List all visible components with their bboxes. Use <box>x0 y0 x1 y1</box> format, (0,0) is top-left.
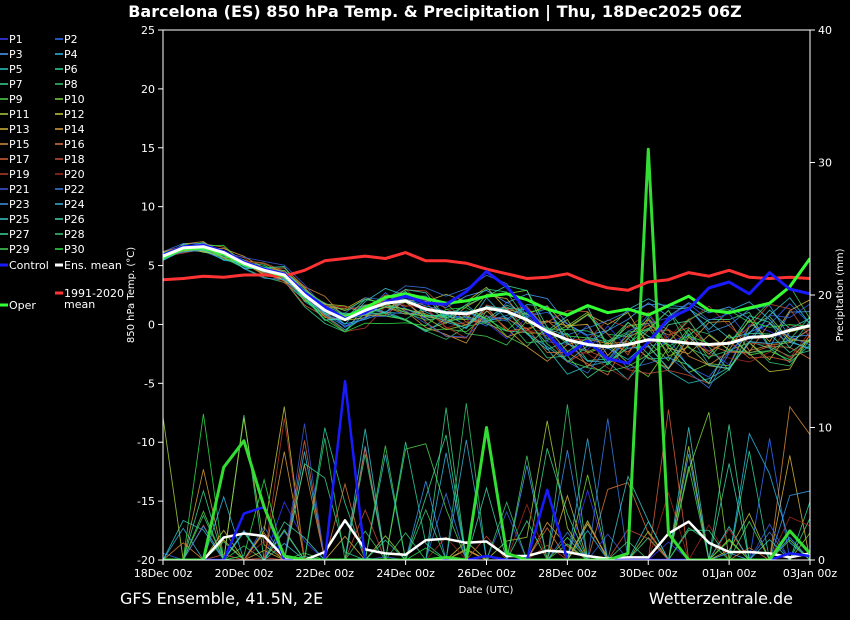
legend-label: P1 <box>9 33 23 46</box>
y-tick-label: -10 <box>137 436 155 449</box>
y2-tick-label: 10 <box>818 422 832 435</box>
legend-label: P24 <box>64 198 85 211</box>
member-precip-line <box>163 417 810 560</box>
legend-label: Control <box>9 259 49 272</box>
legend-label: P13 <box>9 123 30 136</box>
legend-label: P27 <box>9 228 30 241</box>
y-tick-label: 25 <box>141 24 155 37</box>
x-tick-label: 24Dec 00z <box>376 567 435 580</box>
legend-label: P25 <box>9 213 30 226</box>
y-tick-label: 20 <box>141 83 155 96</box>
y2-axis-label: Precipitation (mm) <box>835 248 846 341</box>
legend-label: P21 <box>9 183 30 196</box>
x-tick-label: 03Jan 00z <box>783 567 837 580</box>
member-precip-line <box>163 445 810 560</box>
legend-label: P26 <box>64 213 85 226</box>
legend-label: P11 <box>9 108 30 121</box>
y2-tick-label: 0 <box>818 554 825 567</box>
legend-label: P6 <box>64 63 78 76</box>
member-precip-line <box>163 508 810 560</box>
x-axis-label: Date (UTC) <box>459 585 514 596</box>
y-tick-label: 0 <box>148 318 155 331</box>
member-precip-line <box>163 427 810 560</box>
y-axis-label: 850 hPa Temp. (°C) <box>126 247 137 343</box>
legend-label: P28 <box>64 228 85 241</box>
y2-tick-label: 30 <box>818 157 832 170</box>
member-precip-line <box>163 412 810 560</box>
member-precip-line <box>163 413 810 560</box>
y-tick-label: 10 <box>141 201 155 214</box>
legend-label: P22 <box>64 183 85 196</box>
footer-model: GFS Ensemble, 41.5N, 2E <box>120 589 323 608</box>
x-tick-label: 28Dec 00z <box>538 567 597 580</box>
legend-label: P10 <box>64 93 85 106</box>
legend-label: P20 <box>64 168 85 181</box>
x-tick-label: 18Dec 00z <box>134 567 193 580</box>
legend-label: P3 <box>9 48 23 61</box>
member-precip-line <box>163 463 810 560</box>
ensemble-member-lines <box>163 241 810 560</box>
date-axis-ticks: 18Dec 00z 20Dec 00z 22Dec 00z 24Dec 00z 26De… <box>134 560 837 580</box>
member-precip-line <box>163 488 810 560</box>
footer-source: Wetterzentrale.de <box>649 589 793 608</box>
legend-label: Oper <box>9 299 36 312</box>
legend-label: P23 <box>9 198 30 211</box>
member-temp-line <box>163 241 810 357</box>
y-tick-label: 15 <box>141 142 155 155</box>
legend-label: P14 <box>64 123 85 136</box>
y-tick-label: 5 <box>148 260 155 273</box>
member-temp-line <box>163 245 810 378</box>
y2-tick-label: 20 <box>818 289 832 302</box>
y-tick-label: -15 <box>137 495 155 508</box>
ens-mean-precip-line <box>163 519 810 560</box>
x-tick-label: 30Dec 00z <box>619 567 678 580</box>
x-tick-label: 20Dec 00z <box>215 567 274 580</box>
legend-label: P18 <box>64 153 85 166</box>
legend-label: P30 <box>64 243 85 256</box>
legend-label: P8 <box>64 78 78 91</box>
x-tick-label: 26Dec 00z <box>457 567 516 580</box>
precipitation-axis-ticks: 40 30 20 10 0 <box>810 24 832 567</box>
legend-label: P15 <box>9 138 30 151</box>
member-precip-line <box>163 491 810 560</box>
legend-label: P7 <box>9 78 23 91</box>
oper-precip-line <box>163 147 810 560</box>
legend: P1 P2 P3 P4 P5 P6 P7 P8 P9 P10 P11 P12 P13 P14 P15 P16 P… <box>0 33 124 312</box>
chart-title: Barcelona (ES) 850 hPa Temp. & Precipita… <box>128 2 742 22</box>
legend-label: 1991-2020 <box>64 287 124 300</box>
member-temp-line <box>163 246 810 358</box>
legend-label: P12 <box>64 108 85 121</box>
legend-label: P19 <box>9 168 30 181</box>
member-temp-line <box>163 249 810 338</box>
legend-label: P5 <box>9 63 23 76</box>
y-tick-label: -5 <box>144 377 155 390</box>
legend-label: P9 <box>9 93 23 106</box>
member-precip-line <box>163 455 810 560</box>
y2-tick-label: 40 <box>818 24 832 37</box>
legend-label: P4 <box>64 48 78 61</box>
temperature-axis-ticks: 25 20 15 10 5 0 -5 -10 -15 -20 <box>137 24 163 567</box>
1991-2020-mean-line <box>163 251 810 292</box>
legend-label: mean <box>64 298 95 311</box>
member-precip-line <box>163 406 810 560</box>
member-precip-line <box>163 418 810 560</box>
ens-mean-line <box>163 245 810 349</box>
legend-label: P17 <box>9 153 30 166</box>
member-precip-line <box>163 438 810 560</box>
y-tick-label: -20 <box>137 554 155 567</box>
x-tick-label: 22Dec 00z <box>295 567 354 580</box>
legend-label: Ens. mean <box>64 259 122 272</box>
highlighted-series <box>163 147 810 560</box>
x-tick-label: 01Jan 00z <box>702 567 756 580</box>
legend-label: P29 <box>9 243 30 256</box>
legend-label: P16 <box>64 138 85 151</box>
legend-label: P2 <box>64 33 78 46</box>
member-temp-line <box>163 245 810 363</box>
